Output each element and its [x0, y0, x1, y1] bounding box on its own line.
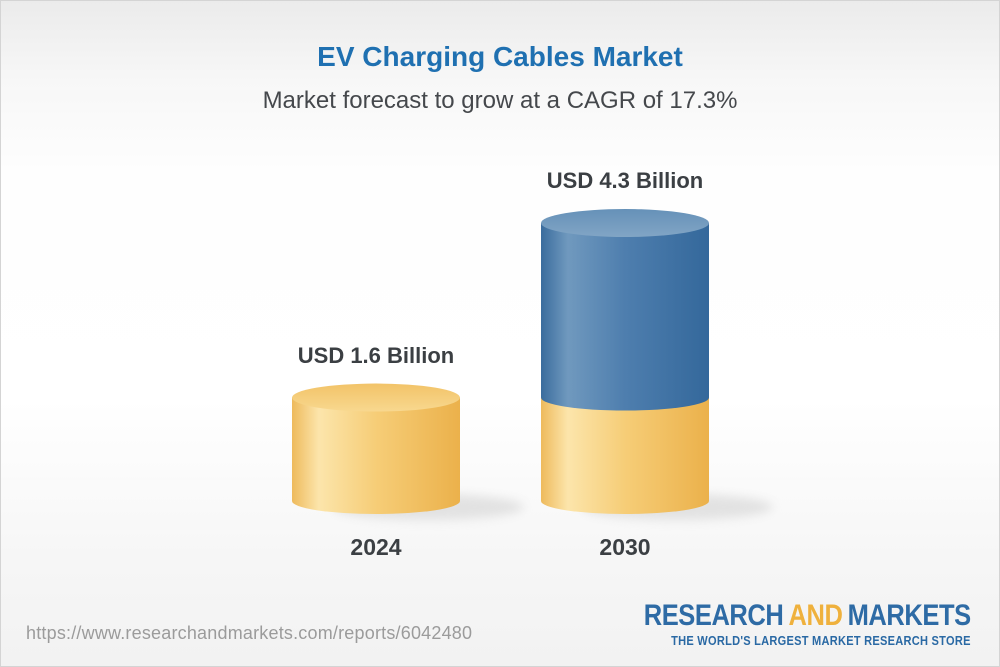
x-axis-label-2024: 2024 — [350, 534, 402, 560]
logo-word-research: RESEARCH — [644, 599, 784, 632]
logo-word-markets: MARKETS — [847, 599, 972, 632]
logo-word-and: AND — [788, 599, 843, 632]
chart-subtitle: Market forecast to grow at a CAGR of 17.… — [262, 87, 738, 114]
cylinder-segment-2024-base — [292, 397, 460, 514]
logo-tagline: THE WORLD'S LARGEST MARKET RESEARCH STOR… — [671, 632, 971, 648]
cylinder-top-2024 — [292, 383, 460, 412]
cylinder-top-2030 — [541, 209, 709, 237]
research-and-markets-logo: RESEARCH AND MARKETS THE WORLD'S LARGEST M… — [586, 600, 971, 648]
logo-wordmark: RESEARCH AND MARKETS — [644, 600, 971, 632]
cylinder-segment-2030-growth — [541, 223, 709, 411]
cylinder-segment-2030-base — [541, 397, 709, 514]
bar-value-label-2030: USD 4.3 Billion — [546, 168, 704, 193]
bar-value-label-2024: USD 1.6 Billion — [297, 342, 455, 368]
chart-title: EV Charging Cables Market — [317, 41, 683, 72]
report-url-link[interactable]: https://www.researchandmarkets.com/repor… — [26, 623, 473, 643]
bars-group — [292, 209, 773, 520]
x-axis-label-2030: 2030 — [599, 534, 651, 560]
